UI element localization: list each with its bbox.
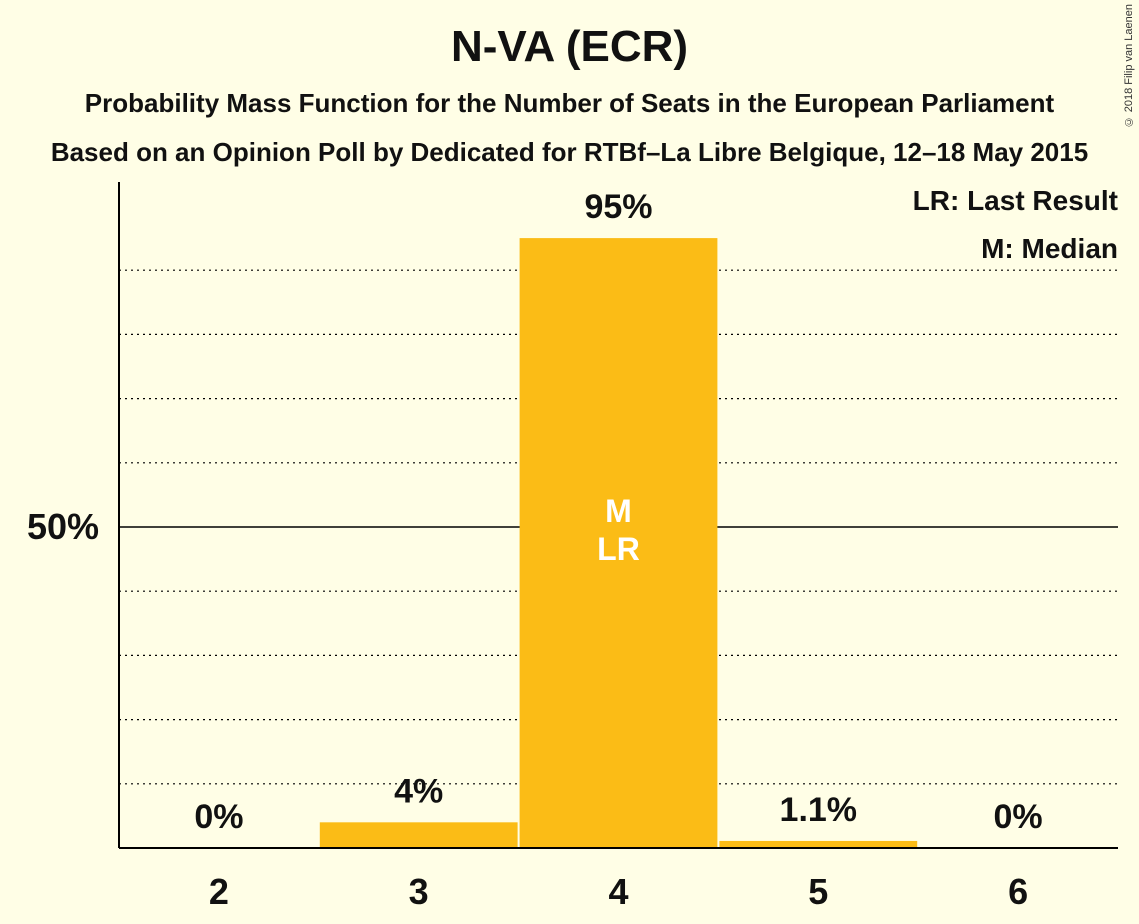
legend-entry: M: Median (981, 233, 1118, 264)
value-label-6: 0% (994, 798, 1043, 836)
legend: LR: Last Result M: Median (913, 185, 1118, 264)
legend-entry: LR: Last Result (913, 185, 1118, 216)
bar-marker-lr: LR (597, 531, 640, 567)
x-tick-label-5: 5 (808, 871, 828, 912)
value-label-2: 0% (194, 798, 243, 836)
value-label-5: 1.1% (780, 791, 858, 829)
x-tick-label-4: 4 (608, 871, 628, 912)
x-tick-label-6: 6 (1008, 871, 1028, 912)
data-labels: 0% 4% 95% 1.1% 0% MLR (194, 188, 1042, 836)
axes: 50% 2 3 4 5 6 (27, 182, 1118, 912)
chart-subtitle: Probability Mass Function for the Number… (84, 88, 1055, 118)
value-label-4: 95% (584, 188, 652, 226)
bar-marker-m: M (605, 493, 632, 529)
bar-5 (719, 840, 918, 848)
bar-4 (519, 238, 718, 849)
bar-3 (319, 822, 518, 848)
y-tick-label: 50% (27, 506, 99, 547)
chart-title: N-VA (ECR) (450, 22, 689, 71)
value-label-3: 4% (394, 772, 443, 810)
bars (319, 238, 918, 849)
x-tick-label-3: 3 (409, 871, 429, 912)
chart-subtitle-poll: Based on an Opinion Poll by Dedicated fo… (50, 137, 1089, 167)
x-tick-label-2: 2 (209, 871, 229, 912)
